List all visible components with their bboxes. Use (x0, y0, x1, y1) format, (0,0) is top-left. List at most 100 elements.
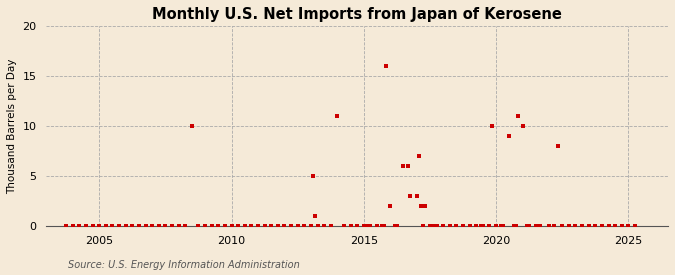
Point (345, 224, 356, 229)
Point (458, 224, 468, 229)
Point (378, 224, 389, 229)
Point (398, 164, 409, 168)
Point (491, 224, 502, 229)
Point (310, 214, 321, 219)
Point (80, 224, 91, 229)
Point (319, 224, 329, 229)
Point (420, 204, 431, 208)
Point (306, 224, 317, 229)
Point (134, 224, 144, 229)
Point (385, 204, 396, 208)
Point (193, 224, 204, 229)
Point (429, 224, 440, 229)
Point (438, 224, 449, 229)
Point (186, 124, 197, 128)
Point (259, 224, 270, 229)
Point (376, 224, 387, 229)
Point (564, 224, 574, 229)
Point (431, 224, 442, 229)
Point (510, 224, 521, 229)
Point (414, 154, 425, 158)
Point (535, 224, 545, 229)
Point (381, 64, 392, 68)
Point (240, 224, 250, 229)
Point (358, 224, 369, 229)
Point (107, 224, 118, 229)
Point (405, 194, 416, 199)
Point (623, 224, 634, 229)
Point (352, 224, 362, 229)
Point (101, 224, 111, 229)
Point (180, 224, 190, 229)
Point (392, 224, 402, 229)
Point (418, 224, 429, 229)
Point (522, 224, 533, 229)
Point (372, 224, 383, 229)
Point (266, 224, 277, 229)
Point (590, 224, 601, 229)
Point (464, 224, 475, 229)
Point (495, 224, 506, 229)
Point (484, 224, 495, 229)
Point (153, 224, 164, 229)
Point (61, 224, 72, 229)
Point (219, 224, 230, 229)
Point (68, 224, 78, 229)
Point (363, 224, 374, 229)
Point (200, 224, 211, 229)
Point (570, 224, 581, 229)
Point (292, 224, 303, 229)
Point (74, 224, 85, 229)
Point (120, 224, 131, 229)
Point (308, 174, 319, 178)
Point (87, 224, 98, 229)
Point (160, 224, 171, 229)
Y-axis label: Thousand Barrels per Day: Thousand Barrels per Day (7, 58, 17, 194)
Point (543, 224, 554, 229)
Point (531, 224, 541, 229)
Point (273, 224, 284, 229)
Point (497, 224, 508, 229)
Point (552, 144, 563, 148)
Point (597, 224, 608, 229)
Point (477, 224, 488, 229)
Point (113, 224, 124, 229)
Point (312, 224, 323, 229)
Point (279, 224, 290, 229)
Point (517, 124, 528, 128)
Point (365, 224, 376, 229)
Point (299, 224, 310, 229)
Point (389, 224, 400, 229)
Text: Source: U.S. Energy Information Administration: Source: U.S. Energy Information Administ… (68, 260, 299, 270)
Point (94, 224, 105, 229)
Point (512, 114, 523, 118)
Point (548, 224, 559, 229)
Point (332, 114, 343, 118)
Point (486, 124, 497, 128)
Point (226, 224, 237, 229)
Point (233, 224, 244, 229)
Point (339, 224, 350, 229)
Point (451, 224, 462, 229)
Point (557, 224, 568, 229)
Point (325, 224, 336, 229)
Point (127, 224, 138, 229)
Point (246, 224, 256, 229)
Point (173, 224, 184, 229)
Point (411, 194, 422, 199)
Point (167, 224, 178, 229)
Point (630, 224, 641, 229)
Point (416, 204, 427, 208)
Point (146, 224, 157, 229)
Point (402, 164, 413, 168)
Point (603, 224, 614, 229)
Title: Monthly U.S. Net Imports from Japan of Kerosene: Monthly U.S. Net Imports from Japan of K… (153, 7, 562, 22)
Point (616, 224, 627, 229)
Point (207, 224, 217, 229)
Point (504, 134, 515, 138)
Point (475, 224, 486, 229)
Point (508, 224, 519, 229)
Point (444, 224, 455, 229)
Point (286, 224, 296, 229)
Point (583, 224, 594, 229)
